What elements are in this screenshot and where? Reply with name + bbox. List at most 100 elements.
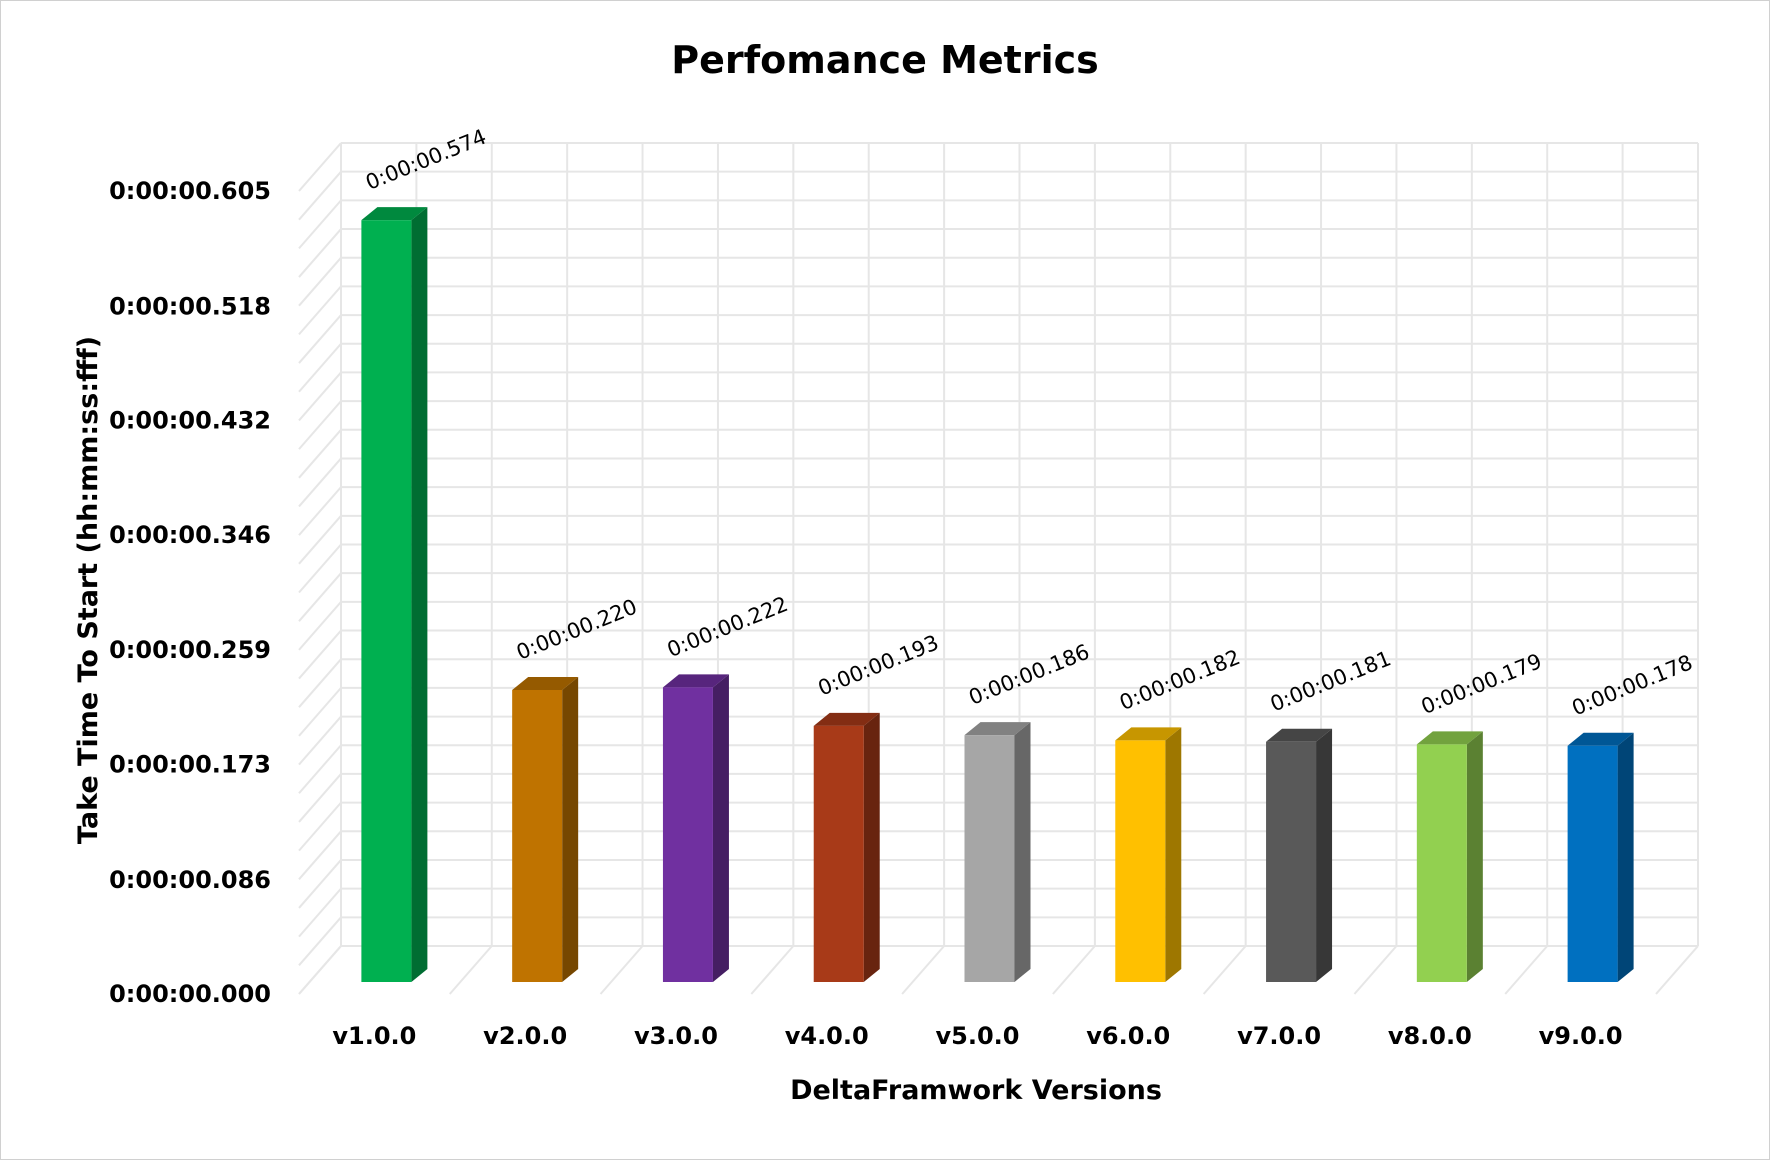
side-wall-gridline <box>298 257 342 307</box>
side-wall-gridline <box>298 715 342 766</box>
x-axis-title: DeltaFramwork Versions <box>790 1075 1162 1106</box>
side-wall-gridline <box>298 142 342 192</box>
y-axis-title: Take Time To Start (hh:mm:ss:fff) <box>73 336 104 844</box>
side-wall-gridline <box>298 601 342 651</box>
bar-v8.0.0 <box>1416 731 1483 982</box>
y-tick-label: 0:00:00.259 <box>109 636 271 664</box>
bar-top-face <box>1115 727 1182 741</box>
side-wall-gridline <box>298 228 342 278</box>
data-label: 0:00:00.574 <box>362 125 489 195</box>
bar-top-face <box>964 722 1031 736</box>
bar-front-face <box>512 690 563 982</box>
side-wall-gridline <box>298 859 342 909</box>
x-tick-label: v2.0.0 <box>483 1022 567 1050</box>
side-wall-gridline <box>298 285 342 336</box>
x-tick-label: v5.0.0 <box>936 1022 1020 1050</box>
bar-front-face <box>1115 740 1166 982</box>
bar-side-face <box>562 677 579 982</box>
y-tick-label: 0:00:00.432 <box>109 407 271 435</box>
y-tick-label: 0:00:00.173 <box>109 750 271 778</box>
side-wall-gridline <box>298 457 342 508</box>
bar-v3.0.0 <box>662 674 729 982</box>
bar-top-face <box>813 712 880 726</box>
bar-side-face <box>1014 722 1031 982</box>
floor-gridline <box>1504 945 1548 995</box>
floor-gridline <box>1052 945 1096 995</box>
side-wall-gridline <box>298 400 342 450</box>
side-wall-gridline <box>298 773 342 823</box>
data-label: 0:00:00.182 <box>1116 645 1243 715</box>
floor-gridline <box>449 945 493 995</box>
bar-top-face <box>512 677 579 690</box>
bar-top-face <box>1567 732 1634 746</box>
side-wall-gridline <box>298 830 342 880</box>
y-tick-label: 0:00:00.000 <box>109 980 271 1008</box>
side-wall-gridline <box>298 916 342 966</box>
side-wall-gridline <box>298 687 342 737</box>
x-tick-label: v8.0.0 <box>1388 1022 1472 1050</box>
bar-v5.0.0 <box>964 722 1031 982</box>
bar-front-face <box>1567 745 1618 982</box>
x-tick-label: v6.0.0 <box>1086 1022 1170 1050</box>
side-wall-gridline <box>298 486 342 536</box>
floor-gridline <box>1353 945 1398 995</box>
x-tick-label: v9.0.0 <box>1539 1022 1623 1050</box>
bar-side-face <box>1165 727 1182 982</box>
y-tick-label: 0:00:00.605 <box>109 177 271 205</box>
side-wall-gridline <box>298 887 342 938</box>
bar-side-face <box>1617 732 1634 982</box>
data-label: 0:00:00.178 <box>1568 650 1695 720</box>
side-wall-gridline <box>298 801 342 852</box>
x-tick-label: v7.0.0 <box>1237 1022 1321 1050</box>
bar-front-face <box>1416 744 1467 982</box>
bar-side-face <box>411 207 428 983</box>
side-wall-gridline <box>298 314 342 364</box>
bar-v4.0.0 <box>813 712 880 982</box>
bar-side-face <box>712 674 729 982</box>
bar-top-face <box>1266 728 1333 742</box>
side-wall-gridline <box>298 543 342 594</box>
bar-side-face <box>863 712 880 982</box>
side-wall-gridline <box>298 199 342 250</box>
bar-front-face <box>1266 741 1317 982</box>
bar-top-face <box>1416 731 1483 745</box>
data-label: 0:00:00.193 <box>815 630 942 700</box>
bar-top-face <box>662 674 729 688</box>
side-wall-gridline <box>298 744 342 794</box>
y-tick-label: 0:00:00.086 <box>109 866 271 894</box>
bar-v7.0.0 <box>1266 728 1333 982</box>
side-wall-gridline <box>298 371 342 422</box>
x-tick-label: v3.0.0 <box>634 1022 718 1050</box>
side-wall-gridline <box>298 658 342 708</box>
bar-front-face <box>964 735 1015 982</box>
bar-v9.0.0 <box>1567 732 1634 982</box>
y-tick-label: 0:00:00.518 <box>109 292 271 320</box>
floor-gridline <box>1202 945 1247 995</box>
bar-side-face <box>1466 731 1483 982</box>
side-wall-gridline <box>298 572 342 622</box>
bars-layer <box>361 207 1634 983</box>
chart-title: Perfomance Metrics <box>671 38 1098 82</box>
bar-v6.0.0 <box>1115 727 1182 982</box>
floor-gridline <box>298 945 342 995</box>
floor-gridline <box>750 945 795 995</box>
bar-v2.0.0 <box>512 677 579 982</box>
x-tick-label: v4.0.0 <box>785 1022 869 1050</box>
data-label: 0:00:00.181 <box>1267 646 1394 716</box>
side-wall-gridline <box>298 343 342 393</box>
side-wall-gridline <box>298 515 342 565</box>
x-tick-label: v1.0.0 <box>332 1022 416 1050</box>
side-wall-gridline <box>298 171 342 221</box>
bar-front-face <box>813 725 864 982</box>
side-wall-gridline <box>298 629 342 680</box>
bar-top-face <box>361 207 428 221</box>
side-wall-gridline <box>298 429 342 479</box>
floor-gridline <box>901 945 945 995</box>
bar-front-face <box>662 687 713 982</box>
y-tick-label: 0:00:00.346 <box>109 521 271 549</box>
bar-side-face <box>1316 728 1333 982</box>
bar-front-face <box>361 220 412 983</box>
bar-v1.0.0 <box>361 207 428 983</box>
